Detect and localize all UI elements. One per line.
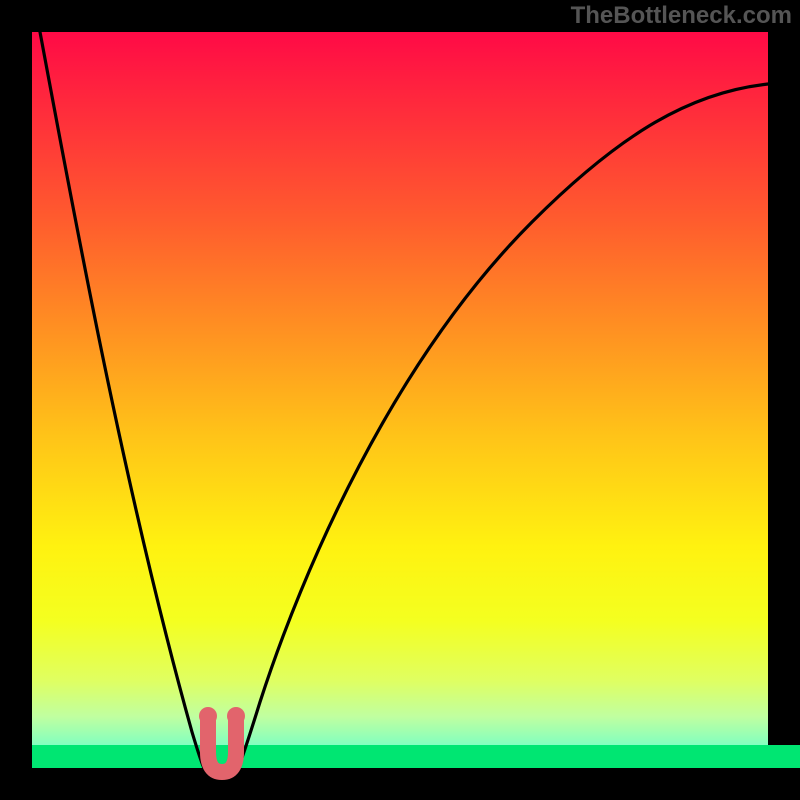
watermark-text: TheBottleneck.com [571,2,792,30]
highlight-endpoint-dot [227,707,245,725]
highlight-u-arc [208,717,236,772]
curve-overlay [0,0,800,800]
chart-root: TheBottleneck.com [0,0,800,800]
highlight-endpoint-dot [199,707,217,725]
bottleneck-curve [238,84,768,768]
bottleneck-curve [40,32,204,768]
